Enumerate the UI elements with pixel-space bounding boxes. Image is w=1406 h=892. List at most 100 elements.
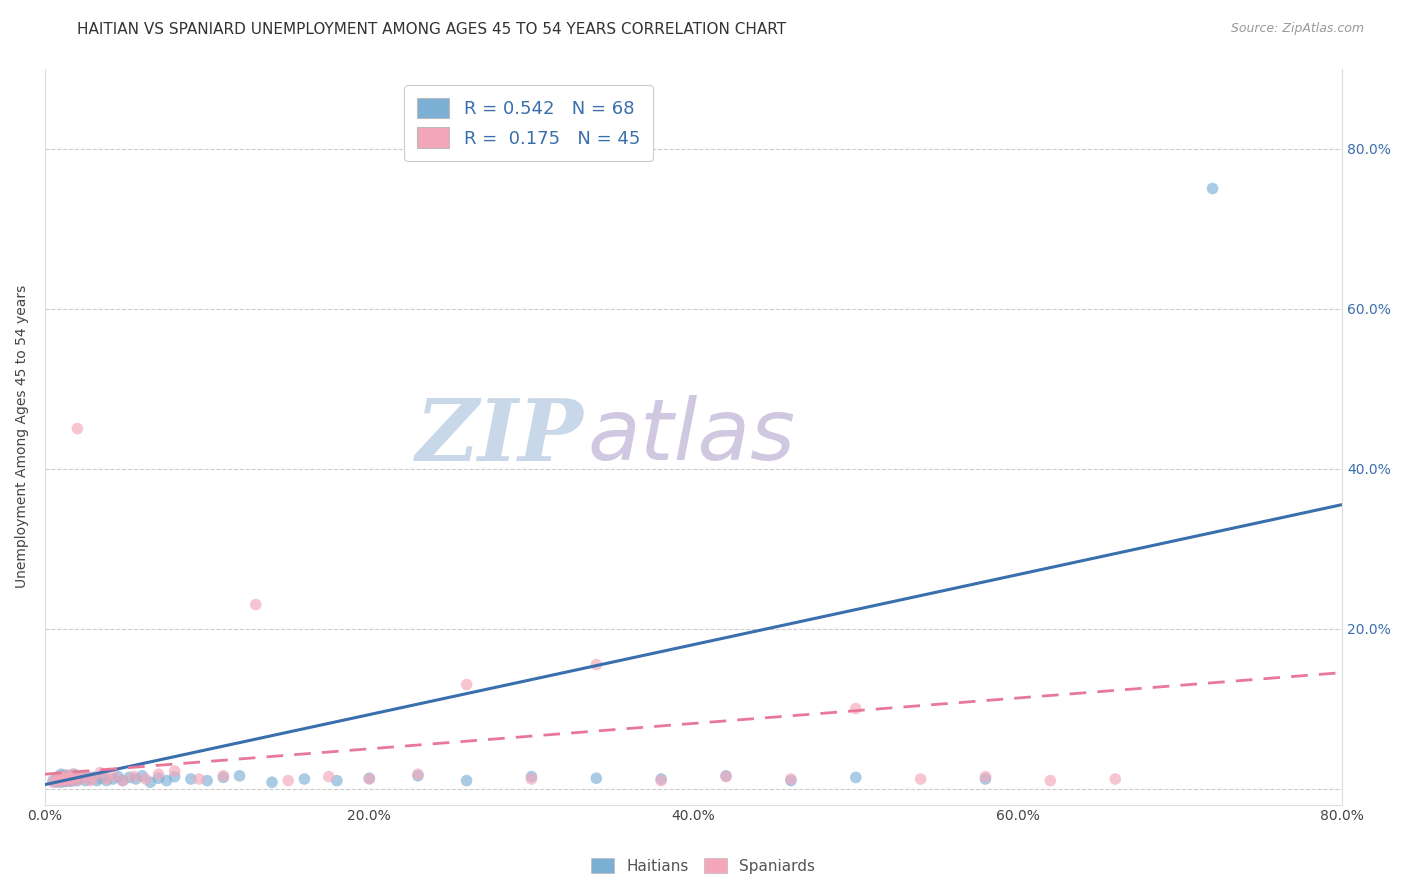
Point bbox=[79, 773, 101, 788]
Point bbox=[780, 773, 803, 788]
Point bbox=[96, 773, 118, 788]
Point bbox=[62, 773, 84, 788]
Point bbox=[58, 774, 80, 789]
Point bbox=[55, 769, 77, 783]
Point bbox=[131, 769, 153, 783]
Point bbox=[55, 768, 77, 782]
Point bbox=[155, 773, 177, 788]
Point bbox=[714, 770, 737, 784]
Point bbox=[111, 773, 134, 788]
Point bbox=[96, 772, 118, 786]
Point bbox=[45, 772, 67, 786]
Point bbox=[46, 772, 69, 786]
Point bbox=[52, 773, 75, 788]
Point bbox=[148, 767, 170, 781]
Point bbox=[56, 772, 79, 787]
Point bbox=[83, 771, 105, 785]
Point bbox=[148, 771, 170, 785]
Point bbox=[650, 772, 672, 786]
Point bbox=[56, 773, 79, 788]
Point bbox=[122, 770, 145, 784]
Point bbox=[76, 770, 98, 784]
Legend: Haitians, Spaniards: Haitians, Spaniards bbox=[585, 852, 821, 880]
Point bbox=[59, 772, 82, 786]
Point bbox=[65, 772, 87, 786]
Point bbox=[63, 767, 86, 781]
Point bbox=[180, 772, 202, 786]
Point bbox=[66, 771, 89, 785]
Point bbox=[195, 773, 218, 788]
Point bbox=[318, 770, 340, 784]
Point bbox=[93, 769, 115, 783]
Point bbox=[56, 770, 79, 784]
Point bbox=[1201, 181, 1223, 195]
Point bbox=[326, 773, 349, 788]
Point bbox=[245, 598, 267, 612]
Point bbox=[51, 775, 73, 789]
Point bbox=[101, 769, 124, 783]
Point bbox=[111, 773, 134, 788]
Point bbox=[86, 773, 108, 788]
Point bbox=[107, 770, 129, 784]
Point bbox=[134, 772, 156, 786]
Point bbox=[456, 677, 478, 691]
Point bbox=[58, 771, 80, 785]
Point bbox=[51, 770, 73, 784]
Point bbox=[974, 772, 997, 786]
Point bbox=[53, 769, 76, 783]
Point bbox=[650, 773, 672, 788]
Text: atlas: atlas bbox=[588, 395, 796, 478]
Point bbox=[163, 770, 186, 784]
Point bbox=[45, 775, 67, 789]
Text: Source: ZipAtlas.com: Source: ZipAtlas.com bbox=[1230, 22, 1364, 36]
Point bbox=[974, 770, 997, 784]
Point bbox=[585, 657, 607, 672]
Point bbox=[42, 775, 65, 789]
Text: HAITIAN VS SPANIARD UNEMPLOYMENT AMONG AGES 45 TO 54 YEARS CORRELATION CHART: HAITIAN VS SPANIARD UNEMPLOYMENT AMONG A… bbox=[77, 22, 786, 37]
Point bbox=[69, 772, 91, 786]
Point bbox=[520, 770, 543, 784]
Point bbox=[72, 769, 94, 783]
Point bbox=[585, 771, 607, 785]
Point bbox=[52, 771, 75, 785]
Point bbox=[456, 773, 478, 788]
Point bbox=[845, 771, 868, 785]
Point bbox=[212, 771, 235, 785]
Point bbox=[66, 421, 89, 435]
Y-axis label: Unemployment Among Ages 45 to 54 years: Unemployment Among Ages 45 to 54 years bbox=[15, 285, 30, 588]
Point bbox=[55, 773, 77, 788]
Point bbox=[780, 772, 803, 786]
Point bbox=[46, 770, 69, 784]
Point bbox=[52, 771, 75, 785]
Point bbox=[53, 772, 76, 787]
Point bbox=[163, 764, 186, 778]
Point bbox=[55, 771, 77, 785]
Point bbox=[406, 767, 429, 781]
Point bbox=[714, 769, 737, 783]
Point bbox=[48, 770, 70, 784]
Point bbox=[89, 765, 111, 780]
Point bbox=[51, 774, 73, 789]
Point bbox=[48, 773, 70, 788]
Point bbox=[228, 769, 250, 783]
Point bbox=[83, 771, 105, 785]
Point bbox=[359, 772, 381, 786]
Point bbox=[75, 769, 97, 783]
Point bbox=[51, 767, 73, 781]
Point bbox=[406, 769, 429, 783]
Point bbox=[277, 773, 299, 788]
Point bbox=[910, 772, 932, 786]
Point bbox=[48, 771, 70, 785]
Point bbox=[53, 774, 76, 789]
Point bbox=[59, 772, 82, 786]
Point bbox=[42, 773, 65, 788]
Point bbox=[66, 773, 89, 788]
Point bbox=[139, 775, 162, 789]
Text: ZIP: ZIP bbox=[416, 395, 583, 478]
Point bbox=[75, 773, 97, 788]
Point bbox=[520, 772, 543, 786]
Point bbox=[62, 767, 84, 781]
Point bbox=[1104, 772, 1126, 786]
Point bbox=[845, 701, 868, 715]
Point bbox=[51, 772, 73, 786]
